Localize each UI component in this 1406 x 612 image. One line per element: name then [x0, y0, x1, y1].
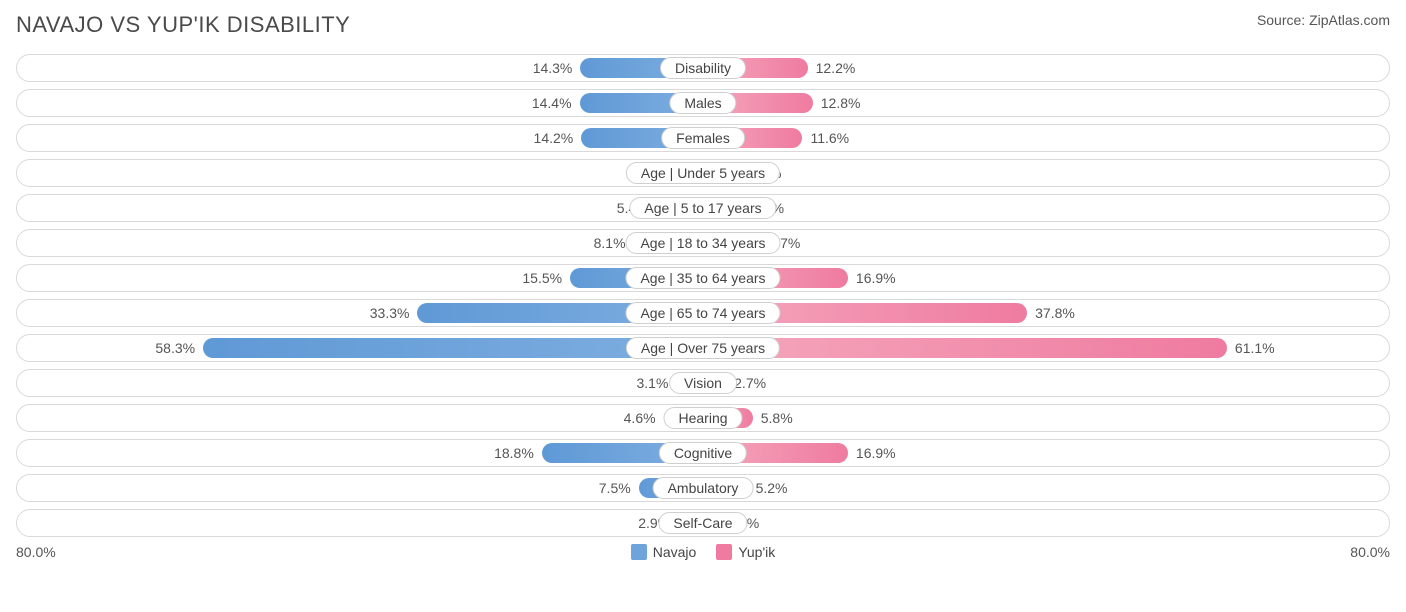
pct-label-right: 16.9% [856, 445, 896, 461]
source-label: Source: ZipAtlas.com [1257, 12, 1390, 28]
chart-row: 7.5% 5.2%Ambulatory [16, 474, 1390, 502]
category-label: Males [669, 92, 736, 114]
legend-label-right: Yup'ik [738, 544, 775, 560]
chart-row: 14.4% 12.8% Males [16, 89, 1390, 117]
category-label: Age | Under 5 years [626, 162, 780, 184]
pct-label-right: 61.1% [1235, 340, 1275, 356]
legend-swatch-left [631, 544, 647, 560]
pct-label-right: 12.2% [816, 60, 856, 76]
chart-row: 14.3% 12.2% Disability [16, 54, 1390, 82]
chart-row: 2.9%1.9%Self-Care [16, 509, 1390, 537]
category-label: Ambulatory [653, 477, 754, 499]
pct-label-left: 18.8% [494, 445, 534, 461]
category-label: Cognitive [659, 442, 747, 464]
pct-label-left: 58.3% [155, 340, 195, 356]
legend-item-right: Yup'ik [716, 544, 775, 560]
pct-label-left: 14.2% [534, 130, 574, 146]
legend-swatch-right [716, 544, 732, 560]
pct-label-right: 5.2% [756, 480, 788, 496]
chart-row: 4.6% 5.8% Hearing [16, 404, 1390, 432]
chart-row: 33.3% 37.8% Age | 65 to 74 years [16, 299, 1390, 327]
chart-row: 15.5% 16.9% Age | 35 to 64 years [16, 264, 1390, 292]
category-label: Disability [660, 57, 746, 79]
chart-row: 1.6%4.5%Age | Under 5 years [16, 159, 1390, 187]
legend: Navajo Yup'ik [631, 544, 776, 560]
category-label: Females [661, 127, 745, 149]
category-label: Age | 5 to 17 years [629, 197, 776, 219]
pct-label-left: 15.5% [522, 270, 562, 286]
legend-label-left: Navajo [653, 544, 697, 560]
right-axis-max: 80.0% [1350, 544, 1390, 560]
pct-label-left: 14.4% [532, 95, 572, 111]
chart-row: 18.8% 16.9% Cognitive [16, 439, 1390, 467]
pct-label-right: 2.7% [734, 375, 766, 391]
pct-label-left: 7.5% [599, 480, 631, 496]
chart-row: 3.1% 2.7%Vision [16, 369, 1390, 397]
pct-label-right: 12.8% [821, 95, 861, 111]
pct-label-left: 8.1% [594, 235, 626, 251]
category-label: Self-Care [658, 512, 747, 534]
pct-label-right: 11.6% [810, 130, 849, 146]
footer: 80.0% Navajo Yup'ik 80.0% [16, 544, 1390, 560]
category-label: Vision [669, 372, 737, 394]
chart-row: 8.1%6.7%Age | 18 to 34 years [16, 229, 1390, 257]
category-label: Age | 35 to 64 years [625, 267, 780, 289]
category-label: Hearing [663, 407, 742, 429]
pct-label-left: 33.3% [370, 305, 410, 321]
category-label: Age | 18 to 34 years [625, 232, 780, 254]
pct-label-right: 16.9% [856, 270, 896, 286]
category-label: Age | Over 75 years [626, 337, 780, 359]
pct-label-left: 14.3% [533, 60, 573, 76]
bar-right [703, 338, 1227, 358]
pct-label-left: 4.6% [624, 410, 656, 426]
chart-title: NAVAJO VS YUP'IK DISABILITY [16, 12, 350, 38]
left-axis-max: 80.0% [16, 544, 56, 560]
chart-row: 5.4%4.8%Age | 5 to 17 years [16, 194, 1390, 222]
pct-label-right: 37.8% [1035, 305, 1075, 321]
header: NAVAJO VS YUP'IK DISABILITY Source: ZipA… [16, 12, 1390, 38]
chart-row: 58.3% 61.1% Age | Over 75 years [16, 334, 1390, 362]
pct-label-right: 5.8% [761, 410, 793, 426]
category-label: Age | 65 to 74 years [625, 302, 780, 324]
legend-item-left: Navajo [631, 544, 697, 560]
chart-area: 14.3% 12.2% Disability 14.4% 12.8% Males 14.2%… [16, 54, 1390, 537]
pct-label-left: 3.1% [637, 375, 669, 391]
chart-row: 14.2% 11.6% Females [16, 124, 1390, 152]
